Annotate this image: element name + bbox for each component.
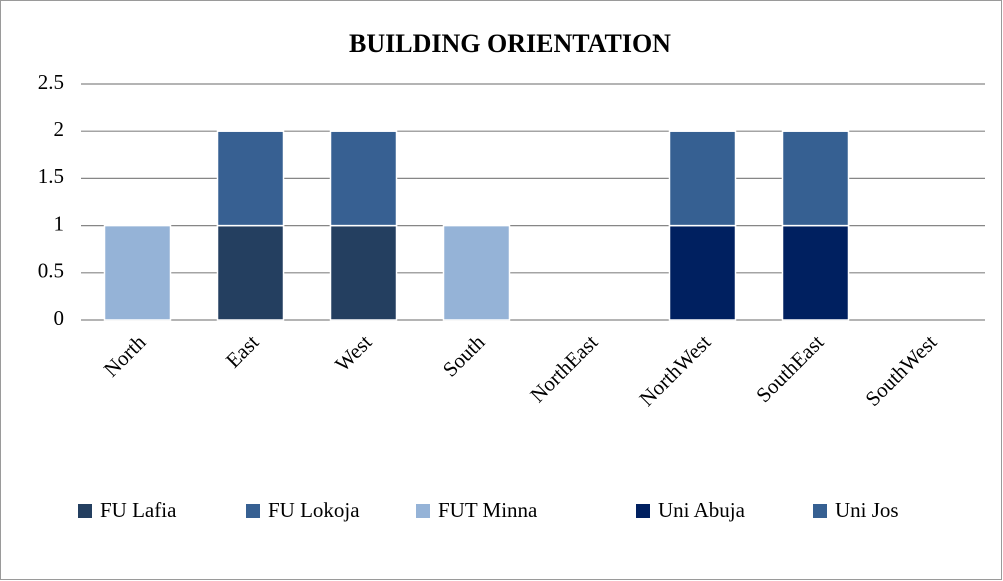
bar-segment (103, 224, 172, 321)
y-tick-label: 2 (54, 117, 65, 141)
bar-segment (781, 224, 850, 321)
legend-swatch (813, 504, 827, 518)
legend-label: FU Lokoja (268, 498, 360, 522)
legend-label: Uni Jos (835, 498, 899, 522)
legend-label: FU Lafia (100, 498, 177, 522)
bar-segment (216, 130, 285, 227)
bar-segment (216, 224, 285, 321)
y-tick-label: 0.5 (38, 259, 64, 283)
chart-title: BUILDING ORIENTATION (349, 29, 671, 58)
legend-swatch (78, 504, 92, 518)
legend-swatch (246, 504, 260, 518)
y-tick-label: 2.5 (38, 70, 64, 94)
legend-swatch (636, 504, 650, 518)
bar-segment (781, 130, 850, 227)
bar-segment (668, 130, 737, 227)
legend-swatch (416, 504, 430, 518)
legend-label: FUT Minna (438, 498, 538, 522)
y-tick-label: 1 (54, 211, 65, 235)
y-tick-label: 0 (54, 306, 65, 330)
bar-segment (329, 130, 398, 227)
y-tick-label: 1.5 (38, 164, 64, 188)
bar-segment (329, 224, 398, 321)
legend-label: Uni Abuja (658, 498, 746, 522)
bar-segment (442, 224, 511, 321)
bar-segment (668, 224, 737, 321)
